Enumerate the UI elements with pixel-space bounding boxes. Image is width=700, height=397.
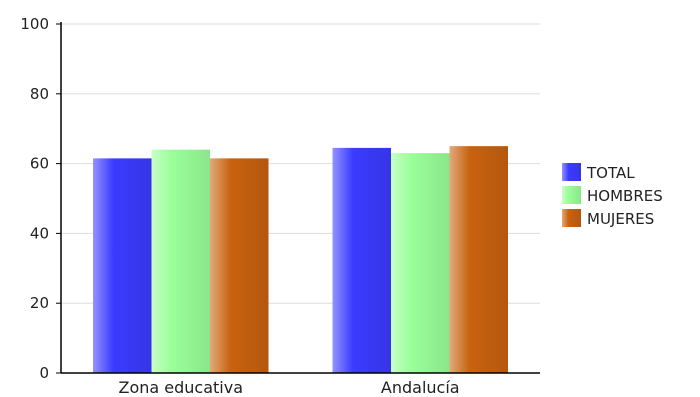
- y-tick-label: 40: [30, 224, 49, 242]
- y-tick-labels: 0 20 40 60 80 100: [20, 15, 49, 382]
- x-category-label: Zona educativa: [118, 378, 243, 397]
- legend-swatch-hombres: [562, 186, 581, 204]
- legend: TOTAL HOMBRES MUJERES: [562, 163, 663, 228]
- x-category-labels: Zona educativa Andalucía: [118, 378, 459, 397]
- legend-label: HOMBRES: [587, 187, 663, 205]
- legend-label: MUJERES: [587, 210, 654, 228]
- y-tick-label: 0: [39, 364, 49, 382]
- bar-mujeres-1: [449, 146, 508, 373]
- legend-swatch-total: [562, 163, 581, 181]
- legend-label: TOTAL: [586, 164, 635, 182]
- bar-total-1: [332, 147, 391, 373]
- x-category-label: Andalucía: [381, 378, 460, 397]
- bar-mujeres-0: [210, 158, 269, 373]
- y-tick-label: 100: [20, 15, 49, 33]
- axes: [56, 22, 540, 374]
- bar-hombres-0: [151, 149, 210, 373]
- y-tick-label: 80: [30, 85, 49, 103]
- bar-total-0: [93, 158, 152, 373]
- y-tick-label: 20: [30, 294, 49, 312]
- bar-hombres-1: [391, 153, 450, 373]
- bars: [93, 146, 508, 373]
- legend-swatch-mujeres: [562, 209, 581, 227]
- y-tick-label: 60: [30, 155, 49, 173]
